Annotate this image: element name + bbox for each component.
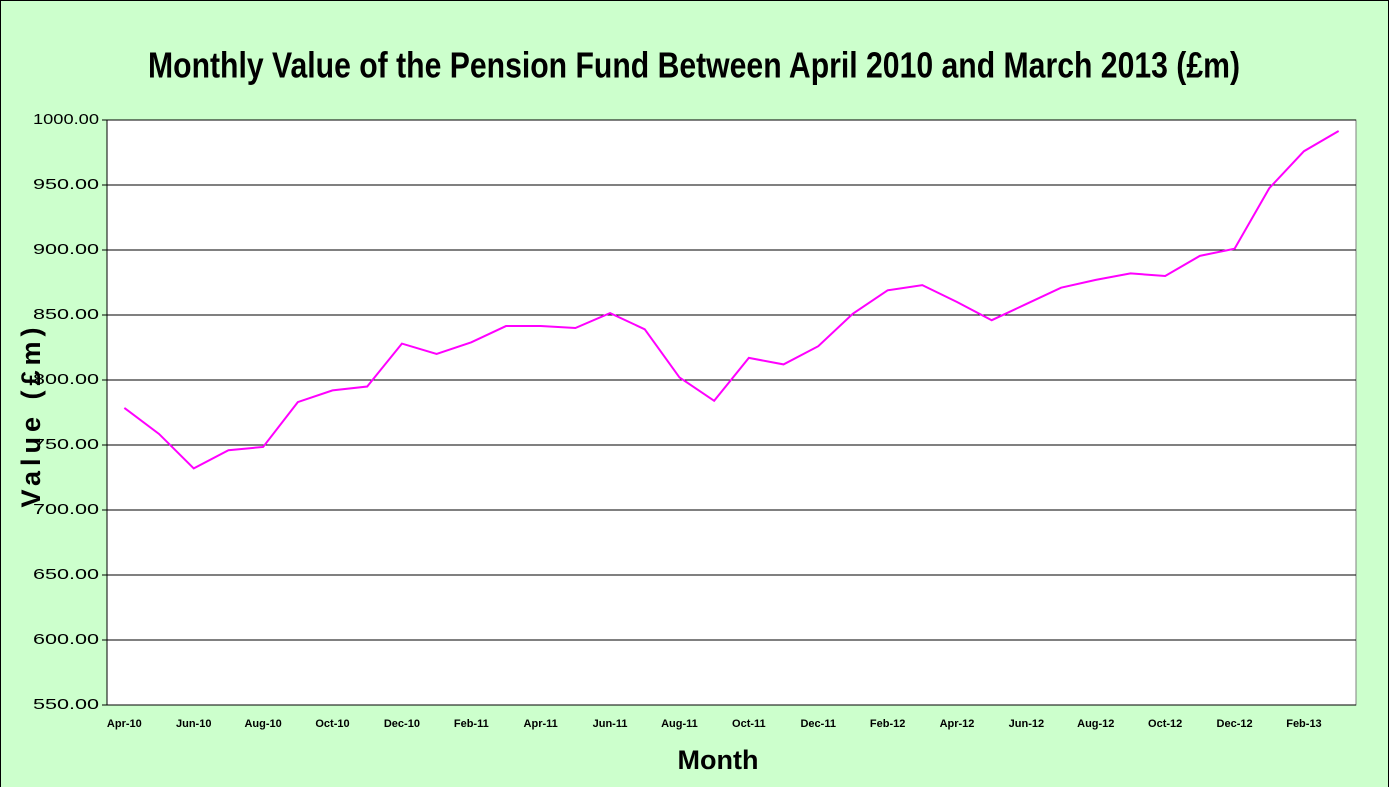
x-tick-label: Apr-12: [940, 718, 975, 730]
y-tick-label: 600.00: [33, 631, 99, 648]
y-tick-label: 700.00: [33, 501, 99, 518]
y-tick-label: 750.00: [33, 436, 99, 453]
y-tick-label: 950.00: [33, 176, 99, 193]
y-tick-label: 1000.00: [33, 111, 99, 128]
x-tick-label: Feb-13: [1286, 718, 1321, 730]
y-tick-label: 900.00: [33, 241, 99, 258]
x-tick-label: Dec-12: [1217, 718, 1253, 730]
series-line: [123, 130, 1340, 470]
y-tick-label: 850.00: [33, 306, 99, 323]
x-tick-label: Oct-10: [315, 718, 349, 730]
x-tick-label: Jun-10: [176, 718, 211, 730]
x-tick-label: Feb-11: [454, 718, 489, 730]
x-axis-label: Month: [678, 745, 759, 775]
x-tick-label: Oct-12: [1148, 718, 1182, 730]
x-tick-label: Apr-11: [524, 718, 558, 730]
x-tick-label: Feb-12: [870, 718, 905, 730]
x-tick-label: Jun-11: [593, 718, 628, 730]
chart-title: Monthly Value of the Pension Fund Betwee…: [148, 45, 1240, 86]
y-axis-label: Value (£m): [16, 322, 46, 507]
y-tick-label: 650.00: [33, 566, 99, 583]
y-tick-label: 800.00: [33, 371, 99, 388]
x-tick-label: Aug-10: [244, 718, 281, 730]
x-tick-label: Aug-12: [1077, 718, 1114, 730]
x-tick-label: Jun-12: [1009, 718, 1044, 730]
x-tick-label: Oct-11: [732, 718, 766, 730]
x-tick-label: Aug-11: [661, 718, 698, 730]
x-tick-label: Dec-11: [800, 718, 835, 730]
plot-area: [106, 119, 1357, 706]
x-tick-label: Dec-10: [384, 718, 420, 730]
y-tick-label: 550.00: [33, 696, 99, 713]
x-tick-label: Apr-10: [107, 718, 142, 730]
